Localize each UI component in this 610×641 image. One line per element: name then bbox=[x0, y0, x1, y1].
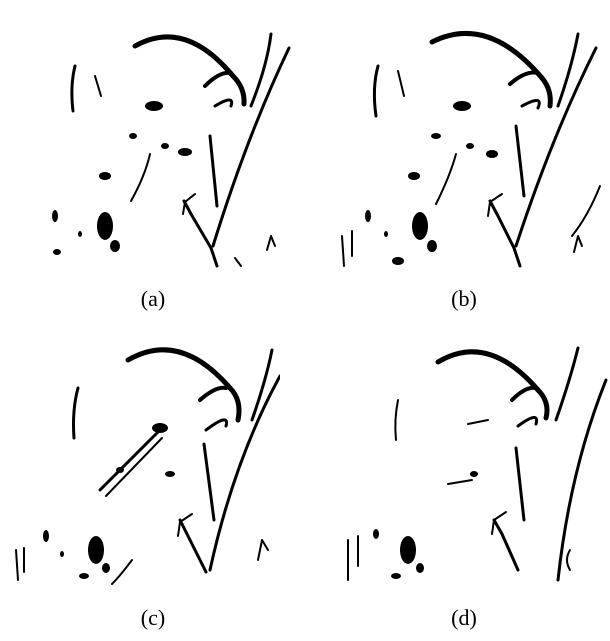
edge-map-b-image bbox=[341, 31, 601, 268]
panel-b-caption: (b) bbox=[451, 286, 477, 311]
edge-map-c-image bbox=[15, 347, 280, 585]
edge-map-panel-b bbox=[338, 26, 608, 276]
panel-d-caption: (d) bbox=[451, 605, 477, 630]
edge-map-panel-a bbox=[35, 26, 305, 276]
panel-c-caption: (c) bbox=[140, 605, 166, 630]
edge-map-a-image bbox=[52, 32, 291, 268]
edge-map-d-image bbox=[347, 346, 608, 582]
edge-map-panel-d bbox=[338, 340, 608, 590]
edge-map-panel-c bbox=[10, 340, 280, 590]
panel-a-caption: (a) bbox=[140, 286, 166, 311]
